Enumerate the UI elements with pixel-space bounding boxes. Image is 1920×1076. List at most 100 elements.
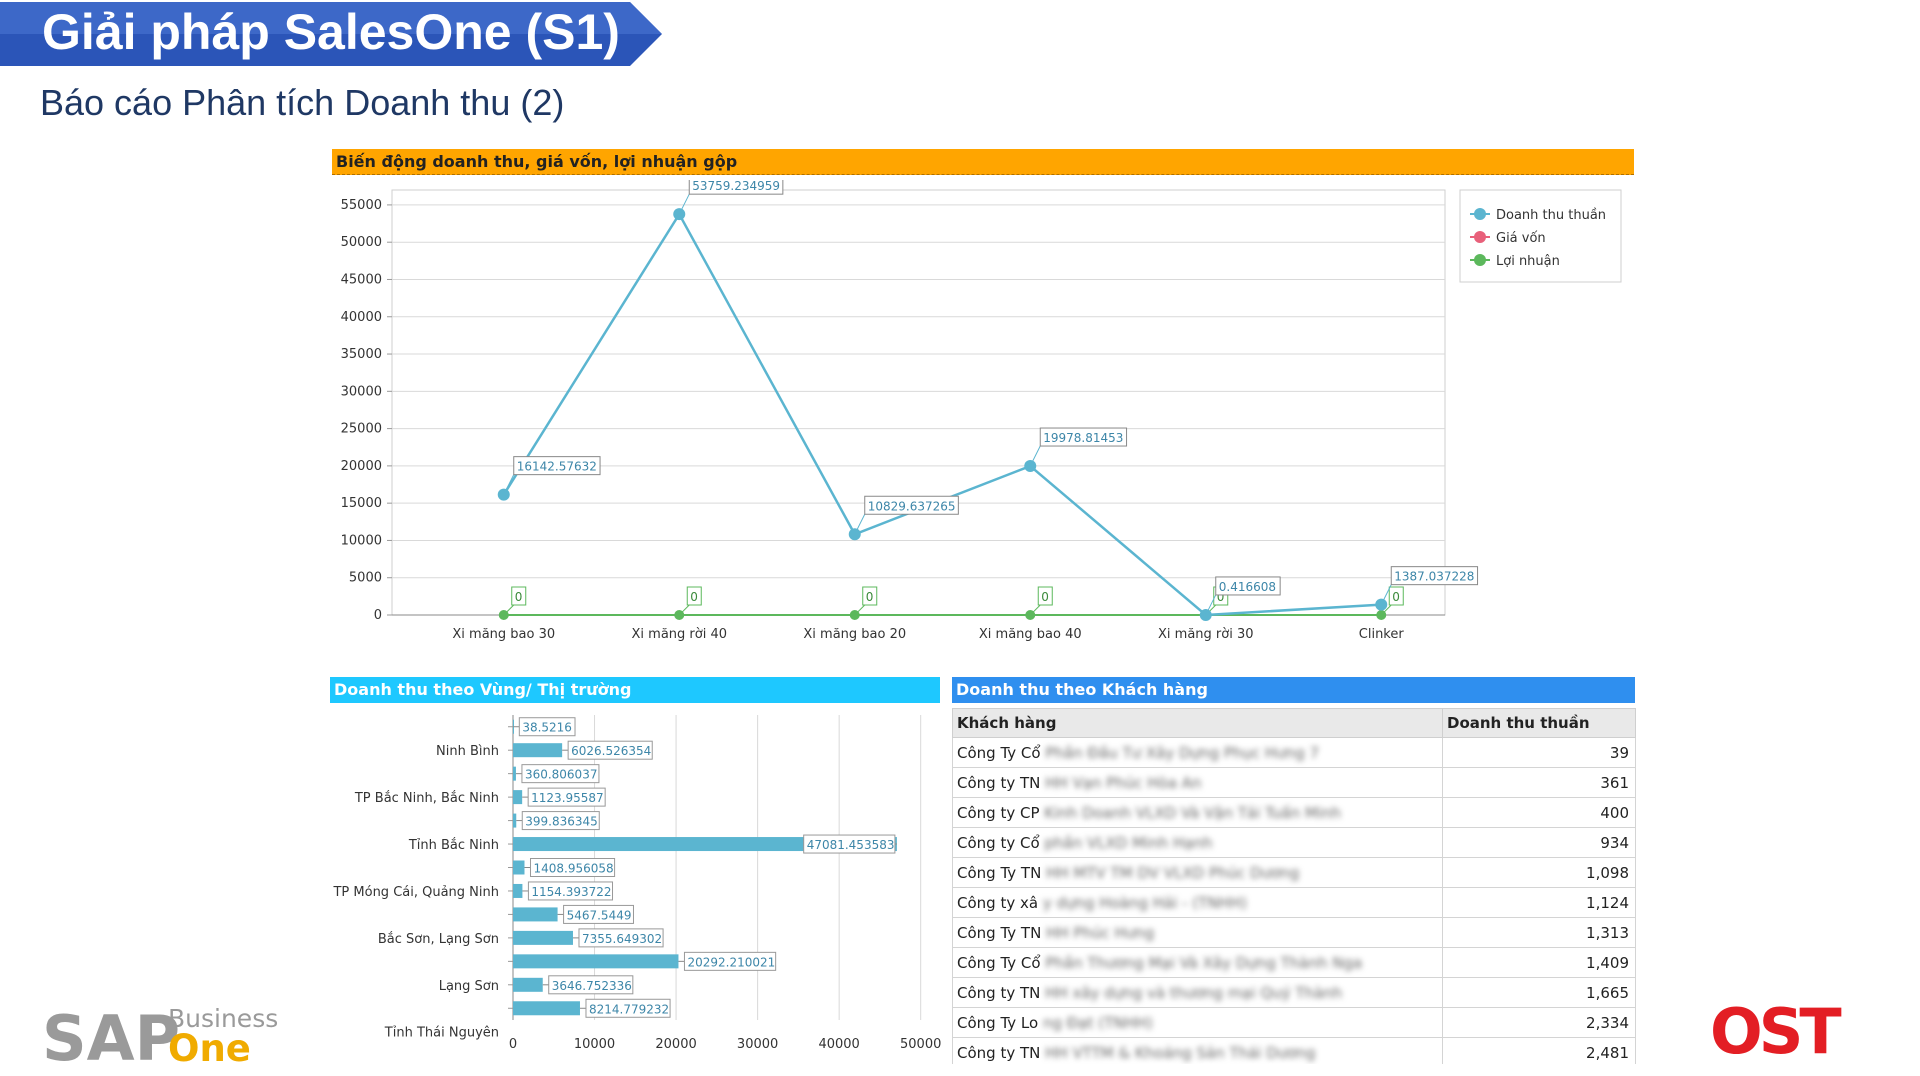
customer-name-redacted: HH VTTM & Khoáng Sản Thái Dương	[1040, 1043, 1316, 1062]
label-leader	[678, 604, 690, 616]
svg-text:OST: OST	[1710, 1005, 1841, 1057]
legend-marker	[1474, 208, 1486, 220]
table-row[interactable]: Công ty TN HH Vạn Phúc Hòa An 361	[952, 767, 1636, 798]
data-label: 1408.956058	[533, 862, 613, 876]
customer-table-header: Doanh thu theo Khách hàng	[952, 677, 1635, 703]
data-label-loi-nhuan: 0	[866, 590, 874, 604]
customer-name-prefix: Công ty Cổ	[957, 833, 1040, 852]
column-header-customer[interactable]: Khách hàng	[952, 708, 1443, 738]
y-tick-label: 40000	[341, 310, 382, 325]
table-row[interactable]: Công ty TN HH xây dựng và thương mại Quý…	[952, 977, 1636, 1008]
customer-name-prefix: Công ty TN	[957, 773, 1041, 792]
svg-text:SAP: SAP	[42, 1002, 180, 1068]
plot-area	[391, 189, 1446, 616]
label-leader	[1205, 594, 1217, 616]
label-box	[585, 998, 671, 1018]
label-box	[527, 787, 606, 807]
category-label: Lạng Sơn	[439, 979, 499, 994]
label-box	[803, 834, 896, 854]
customer-name-prefix: Công Ty TN	[957, 863, 1042, 882]
data-label-doanh-thu: 1387.037228	[1394, 570, 1474, 584]
svg-text:One: One	[168, 1027, 251, 1068]
customer-name-cell: Công Ty Cổ Phần Đầu Tư Xây Dựng Phục Hưn…	[952, 737, 1443, 768]
data-label: 38.5216	[522, 721, 572, 735]
label-box	[521, 811, 600, 831]
revenue-cell: 39	[1442, 737, 1636, 768]
customer-name-cell: Công Ty TN HH Phúc Hưng	[952, 917, 1443, 948]
label-box	[683, 951, 777, 971]
label-leader	[678, 193, 690, 215]
revenue-line-chart: 0 5000 10000 15000 20000 25000 30000 35000 40000…	[341, 180, 1622, 642]
x-tick-label: Xi măng bao 30	[452, 627, 555, 642]
customer-name-redacted: Phần Thương Mại Và Xây Dựng Thành Nga	[1040, 953, 1363, 972]
customer-name-prefix: Công Ty Lo	[957, 1013, 1039, 1032]
table-row[interactable]: Công Ty TN HH MTV TM DV VLXD Phúc Dương 1…	[952, 857, 1636, 888]
legend-entry: Doanh thu thuần	[1496, 208, 1606, 223]
y-tick-label: 5000	[349, 571, 382, 586]
table-header-row: Khách hàng Doanh thu thuần	[952, 708, 1636, 738]
column-header-revenue[interactable]: Doanh thu thuần	[1442, 708, 1636, 738]
legend-marker	[1474, 254, 1486, 266]
data-label: 1123.95587	[531, 791, 604, 805]
data-label: 5467.5449	[567, 908, 632, 922]
table-row[interactable]: Công Ty Cổ Phần Đầu Tư Xây Dựng Phục Hưn…	[952, 737, 1636, 768]
revenue-cell: 2,481	[1442, 1037, 1636, 1068]
bar	[513, 790, 523, 805]
region-bar-chart: 0 10000 20000 30000 40000 50000 38.5216 6026.52…	[332, 715, 941, 1052]
bar	[513, 766, 516, 781]
table-row[interactable]: Công ty CP Kinh Doanh VLXD Và Vận Tải Tu…	[952, 797, 1636, 828]
table-row[interactable]: Công ty TN HH VTTM & Khoáng Sản Thái Dươ…	[952, 1037, 1636, 1068]
customer-name-prefix: Công Ty TN	[957, 923, 1042, 942]
data-label-loi-nhuan: 0	[1041, 590, 1049, 604]
data-label: 6026.526354	[571, 744, 651, 758]
sap-business-one-logo: SAP Business One	[42, 1002, 278, 1068]
label-leader	[1029, 445, 1041, 467]
table-row[interactable]: Công ty Cổ phần VLXD Minh Hạnh 934	[952, 827, 1636, 858]
x-tick-label: 20000	[655, 1037, 696, 1052]
label-box	[1215, 576, 1281, 596]
table-row[interactable]: Công Ty Cổ Phần Thương Mại Và Xây Dựng T…	[952, 947, 1636, 978]
table-row[interactable]: Công Ty Lo ng Đạt (TNHH) 2,334	[952, 1007, 1636, 1038]
page-subtitle: Báo cáo Phân tích Doanh thu (2)	[40, 82, 565, 123]
ost-logo: OST	[1710, 1005, 1845, 1057]
bar	[513, 837, 897, 852]
data-label-doanh-thu: 19978.81453	[1043, 431, 1123, 445]
bar	[513, 743, 563, 758]
customer-name-cell: Công ty TN HH Vạn Phúc Hòa An	[952, 767, 1443, 798]
title-banner	[0, 2, 662, 66]
category-label: Bắc Sơn, Lạng Sơn	[378, 932, 499, 947]
table-row[interactable]: Công Ty TN HH Phúc Hưng 1,313	[952, 917, 1636, 948]
data-label-doanh-thu: 0.416608	[1219, 580, 1276, 594]
customer-name-cell: Công Ty Cổ Phần Thương Mại Và Xây Dựng T…	[952, 947, 1443, 978]
y-tick-label: 25000	[341, 422, 382, 437]
table-row[interactable]: Công ty xâ y dựng Hoàng Hải - (TNHH) 1,12…	[952, 887, 1636, 918]
customer-name-prefix: Công Ty Cổ	[957, 953, 1041, 972]
y-tick-label: 20000	[341, 459, 382, 474]
y-tick-label: 45000	[341, 272, 382, 287]
customer-name-cell: Công ty xâ y dựng Hoàng Hải - (TNHH)	[952, 887, 1443, 918]
data-label-loi-nhuan: 0	[1217, 590, 1225, 604]
data-label: 360.806037	[525, 768, 598, 782]
svg-text:Business: Business	[168, 1004, 278, 1033]
label-leader	[503, 474, 515, 495]
data-label: 399.836345	[525, 815, 598, 829]
label-box	[1037, 586, 1053, 606]
bar	[513, 977, 543, 992]
customer-name-redacted: Kinh Doanh VLXD Và Vận Tải Tuấn Minh	[1039, 803, 1342, 822]
label-box	[578, 928, 664, 948]
customer-name-cell: Công ty Cổ phần VLXD Minh Hạnh	[952, 827, 1443, 858]
customer-name-prefix: Công Ty Cổ	[957, 743, 1041, 762]
customer-name-prefix: Công ty xâ	[957, 893, 1039, 912]
revenue-cell: 934	[1442, 827, 1636, 858]
bar-chart-header: Doanh thu theo Vùng/ Thị trường	[330, 677, 940, 703]
customer-name-redacted: Phần Đầu Tư Xây Dựng Phục Hưng 7	[1040, 743, 1320, 762]
revenue-cell: 361	[1442, 767, 1636, 798]
x-tick-label: 10000	[574, 1037, 615, 1052]
legend-marker	[1474, 231, 1486, 243]
x-tick-label: Clinker	[1359, 627, 1405, 642]
label-box	[688, 180, 784, 195]
x-tick-label: 30000	[737, 1037, 778, 1052]
data-label: 7355.649302	[582, 932, 662, 946]
customer-name-redacted: HH MTV TM DV VLXD Phúc Dương	[1041, 863, 1300, 882]
data-point-doanh-thu	[1375, 598, 1388, 611]
